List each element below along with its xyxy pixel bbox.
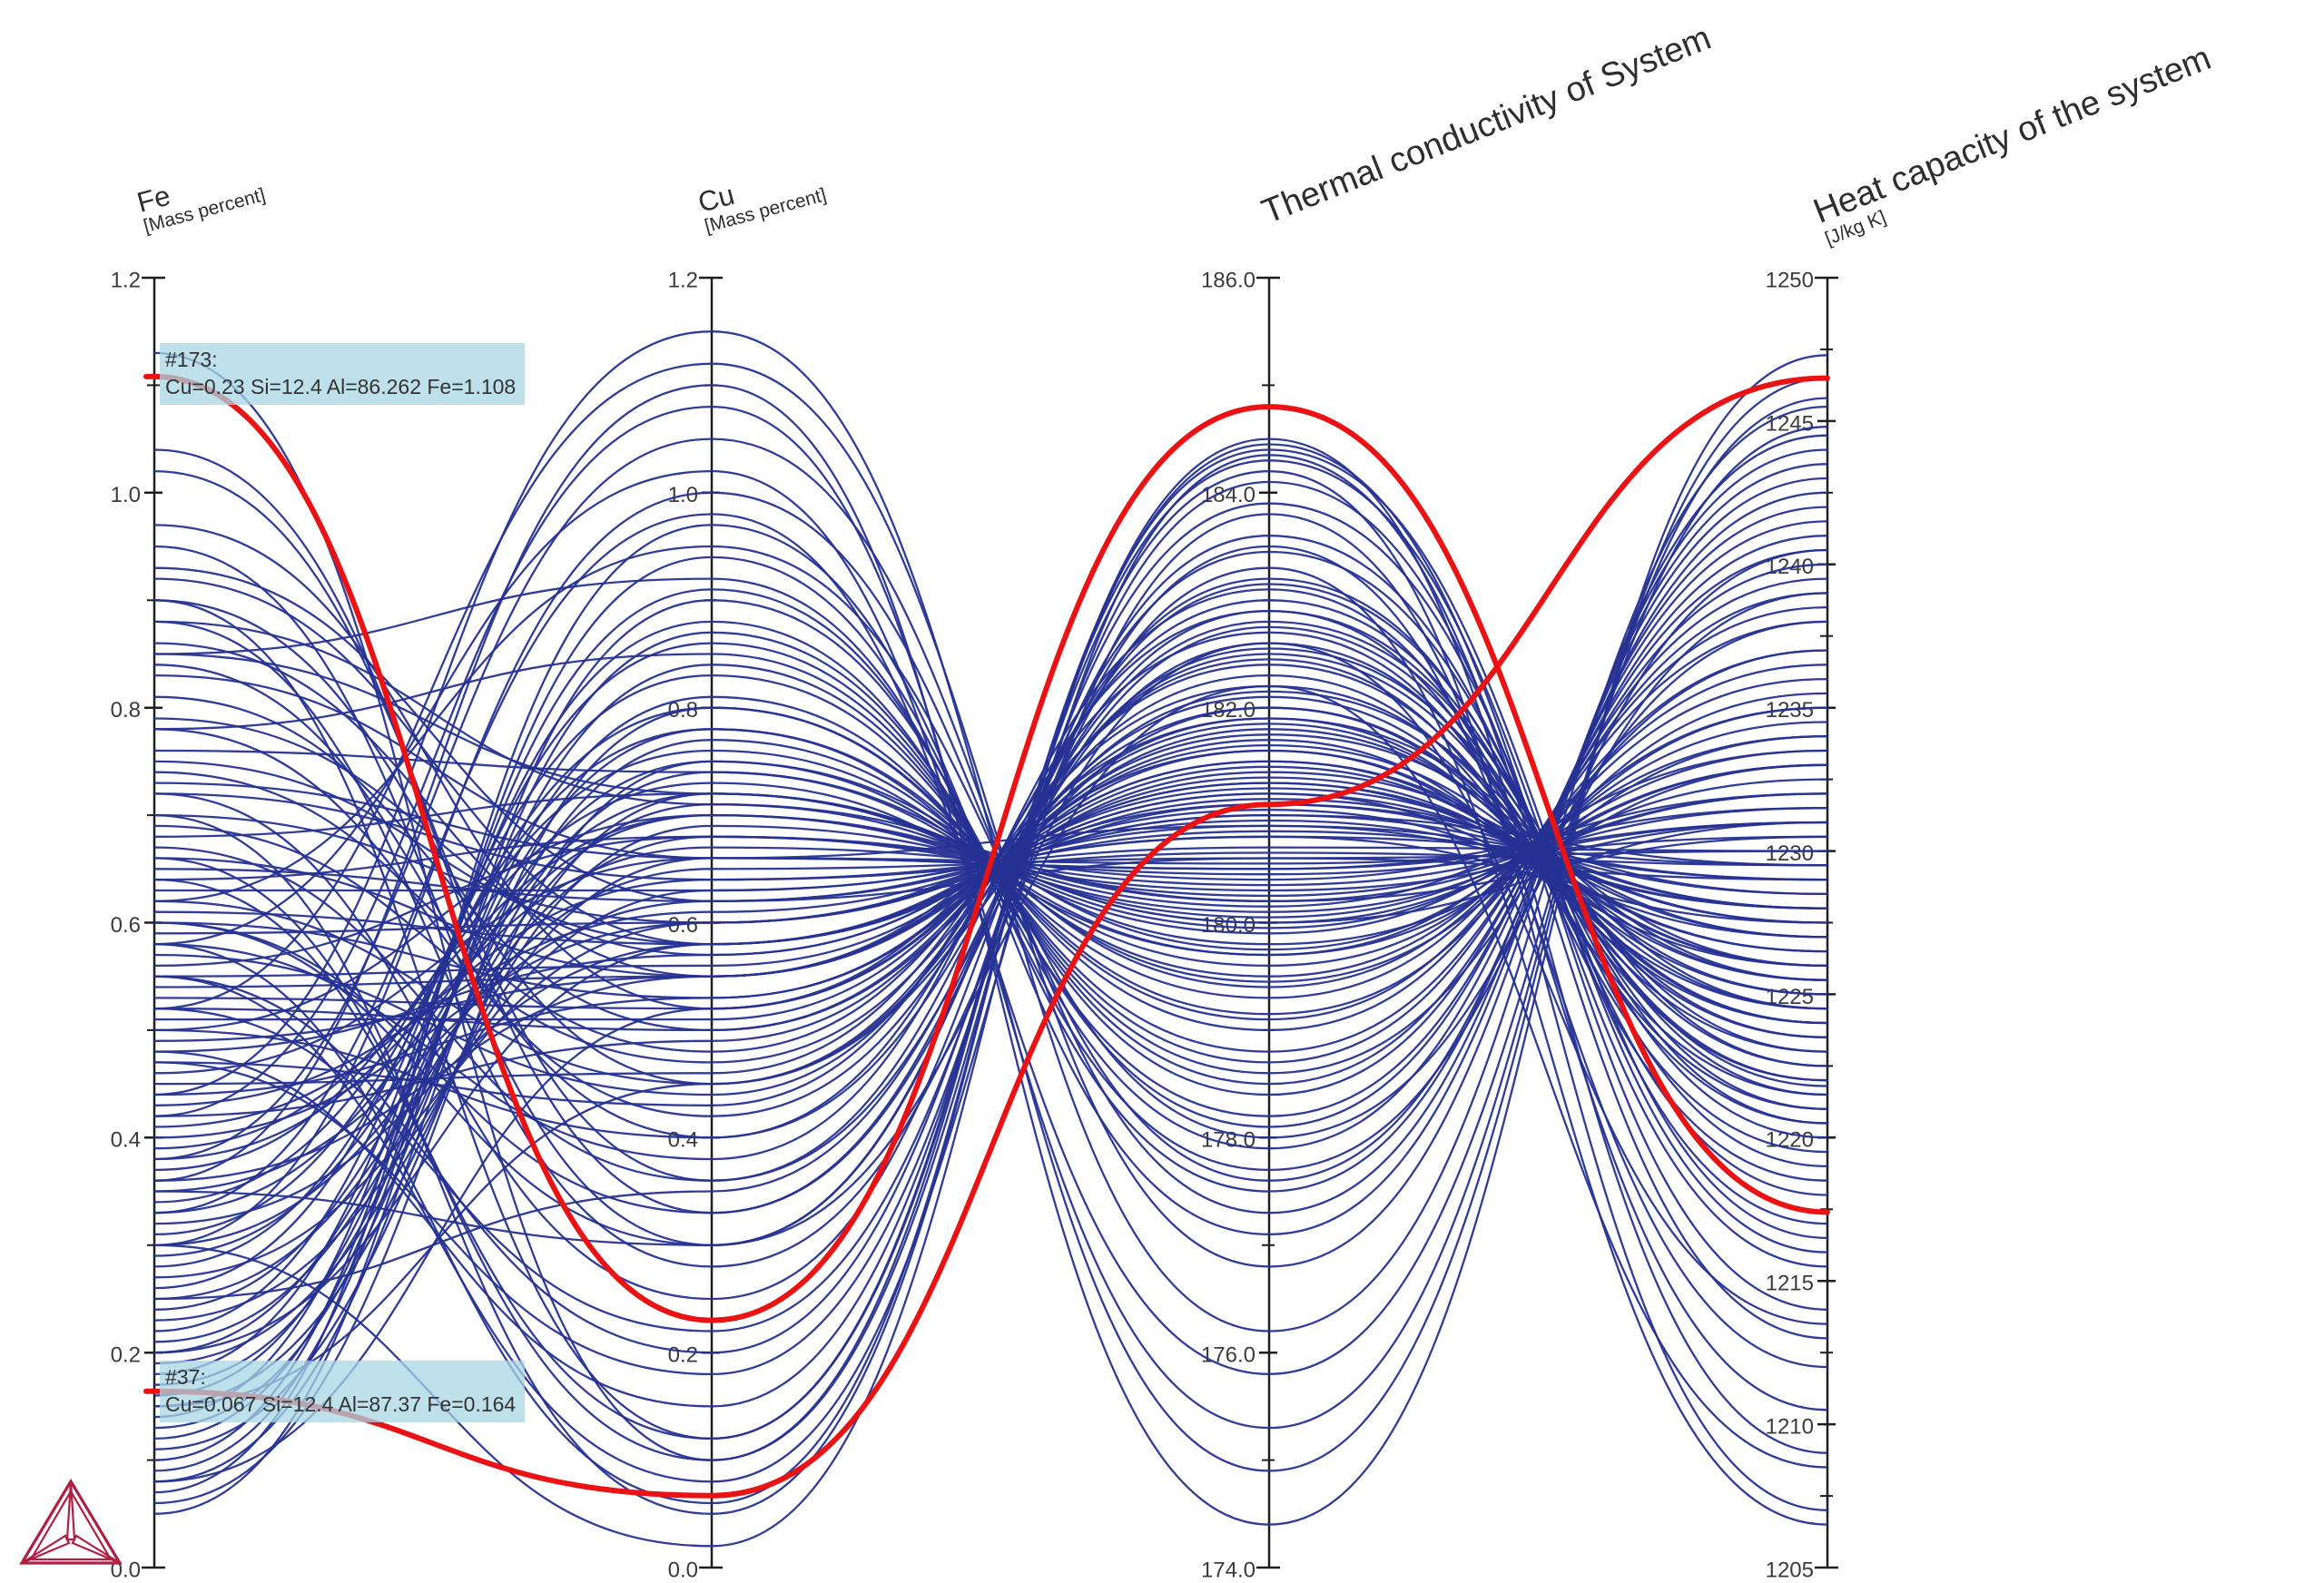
cu-tick-label: 0.2 (668, 1343, 698, 1368)
hc-tick-label: 1245 (1766, 411, 1814, 436)
cu-tick-label: 1.2 (668, 268, 698, 292)
hc-tick-label: 1215 (1766, 1272, 1814, 1296)
fe-tick-label: 0.6 (111, 913, 141, 938)
hc-tick-label: 1205 (1766, 1558, 1814, 1582)
sample-line[interactable] (153, 620, 1828, 1325)
tc-tick-label: 176.0 (1201, 1343, 1256, 1368)
fe-tick-label: 0.2 (111, 1343, 141, 1368)
sample-line[interactable] (153, 798, 1828, 1354)
thermo-calc-logo (19, 1478, 123, 1565)
sample-line[interactable] (153, 354, 1828, 1526)
highlighted-sample-line[interactable] (143, 375, 1830, 1499)
sample-line[interactable] (153, 706, 1828, 1505)
sample-line[interactable] (153, 426, 1828, 1375)
tooltip-detail: Cu=0.23 Si=12.4 Al=86.262 Fe=1.108 (165, 375, 517, 398)
cu-tick-label: 0.0 (668, 1558, 698, 1582)
tooltip-detail: Cu=0.067 Si=12.4 Al=87.37 Fe=0.164 (165, 1392, 517, 1416)
sample-line[interactable] (153, 438, 1828, 1515)
sample-line[interactable] (153, 550, 1828, 1301)
sample-line[interactable] (153, 684, 1828, 1469)
fe-tick-label: 0.8 (111, 698, 141, 723)
sample-line[interactable] (153, 454, 1828, 1548)
tooltip-header: #173: (165, 348, 218, 371)
sample-line[interactable] (153, 647, 1828, 1139)
fe-tick-label: 0.4 (111, 1128, 141, 1153)
fe-tick-label: 1.2 (111, 268, 141, 292)
hc-tick-label: 1210 (1766, 1415, 1814, 1440)
tc-tick-label: 186.0 (1201, 268, 1256, 292)
sample-line[interactable] (153, 577, 1828, 1440)
fe-tick-label: 1.0 (111, 483, 141, 507)
tc-tick-label: 178.0 (1201, 1128, 1256, 1153)
tooltip-sample-37: #37: Cu=0.067 Si=12.4 Al=87.37 Fe=0.164 (160, 1361, 526, 1422)
hc-tick-label: 1250 (1766, 268, 1814, 292)
tooltip-header: #37: (165, 1365, 206, 1389)
sample-line[interactable] (153, 609, 1828, 1214)
cu-tick-label: 0.4 (668, 1128, 698, 1153)
highlighted-sample-line[interactable] (143, 373, 1830, 1323)
sample-line[interactable] (153, 566, 1828, 1526)
sample-line[interactable] (153, 566, 1828, 902)
sample-line[interactable] (153, 620, 1828, 1075)
sample-line[interactable] (153, 733, 1828, 1483)
sample-line[interactable] (153, 513, 1828, 1483)
sample-line[interactable] (153, 470, 1828, 1511)
tc-tick-label: 174.0 (1201, 1558, 1256, 1582)
sample-line[interactable] (153, 491, 1828, 1246)
tooltip-sample-173: #173: Cu=0.23 Si=12.4 Al=86.262 Fe=1.108 (160, 343, 526, 405)
hc-tick-label: 1230 (1766, 841, 1814, 866)
